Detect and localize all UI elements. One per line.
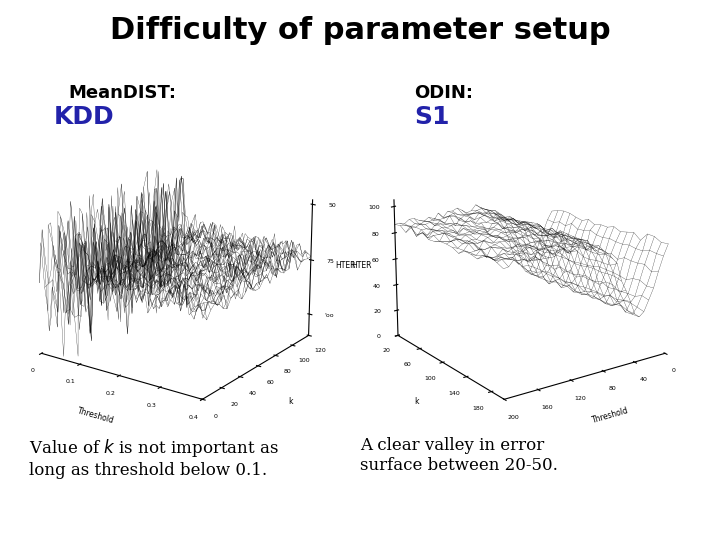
Text: S1: S1 bbox=[414, 105, 449, 129]
X-axis label: Threshold: Threshold bbox=[76, 406, 115, 425]
Text: MeanDIST:: MeanDIST: bbox=[68, 84, 176, 102]
Y-axis label: k: k bbox=[288, 397, 292, 406]
Y-axis label: k: k bbox=[414, 397, 418, 406]
Text: Value of $k$ is not important as
long as threshold below 0.1.: Value of $k$ is not important as long as… bbox=[29, 437, 279, 479]
Text: Difficulty of parameter setup: Difficulty of parameter setup bbox=[109, 16, 611, 45]
Text: ODIN:: ODIN: bbox=[414, 84, 473, 102]
Text: KDD: KDD bbox=[54, 105, 114, 129]
Text: A clear valley in error
surface between 20-50.: A clear valley in error surface between … bbox=[360, 437, 558, 474]
X-axis label: Threshold: Threshold bbox=[591, 406, 630, 425]
